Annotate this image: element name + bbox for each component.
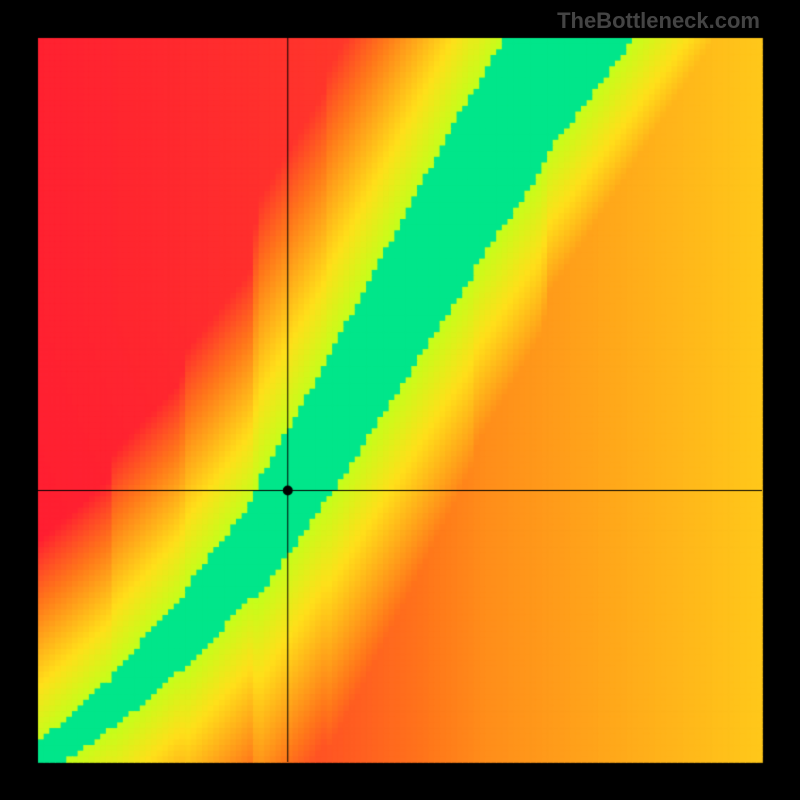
bottleneck-heatmap [0,0,800,800]
watermark-text: TheBottleneck.com [557,8,760,34]
